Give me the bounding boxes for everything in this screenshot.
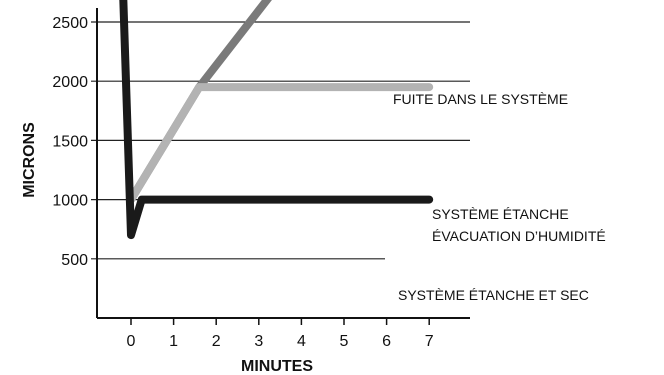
- x-tick-labels: 0 1 2 3 4 5 6 7: [127, 333, 434, 350]
- y-tick-labels: 500100015002000250030003500400045005000: [52, 15, 88, 269]
- series-line-3: [119, 0, 434, 240]
- annotation-moisture: ÉVACUATION D’HUMIDITÉ: [432, 228, 606, 244]
- x-tick-label: 3: [254, 333, 263, 350]
- x-tick-label: 6: [382, 333, 391, 350]
- y-tick-label: 1000: [52, 193, 88, 210]
- x-tick-label: 7: [425, 333, 434, 350]
- series-line-2: [127, 83, 434, 204]
- x-tick-label: 5: [340, 333, 349, 350]
- annotation-sealed: SYSTÈME ÉTANCHE: [432, 206, 569, 222]
- series-lines: [119, 0, 434, 240]
- axes: [96, 8, 470, 325]
- annotation-leak: FUITE DANS LE SYSTÈME: [393, 91, 568, 107]
- annotations: FUITE DANS LE SYSTÈME SYSTÈME ÉTANCHE ÉV…: [393, 91, 606, 303]
- y-tick-label: 2000: [52, 74, 88, 91]
- x-tick-label: 0: [127, 333, 136, 350]
- y-tick-label: 2500: [52, 15, 88, 32]
- x-tick-label: 2: [212, 333, 221, 350]
- y-axis-title: MICRONS: [21, 122, 38, 198]
- x-tick-label: 4: [297, 333, 306, 350]
- series-line-1: [127, 0, 272, 204]
- grid-lines: [91, 21, 470, 260]
- y-tick-label: 1500: [52, 133, 88, 150]
- y-tick-label: 500: [61, 252, 88, 269]
- x-tick-label: 1: [169, 333, 178, 350]
- annotation-sealed-dry: SYSTÈME ÉTANCHE ET SEC: [398, 287, 589, 303]
- x-axis-title: MINUTES: [241, 358, 313, 375]
